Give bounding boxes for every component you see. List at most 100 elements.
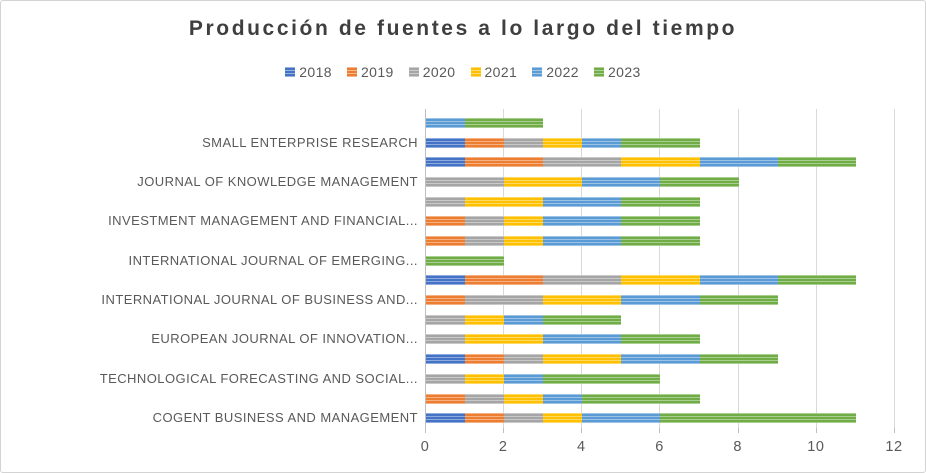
legend-swatch-icon [285,67,296,77]
bar-segment-2021 [543,295,622,306]
category-label: INTERNATIONAL JOURNAL OF BUSINESS AND... [101,292,418,308]
bar-segment-2023 [777,157,856,168]
bar-segment-2021 [543,413,583,424]
legend-label: 2021 [484,64,518,80]
category-label: INTERNATIONAL JOURNAL OF EMERGING... [128,252,418,268]
legend-swatch-icon [470,67,481,77]
bar-segment-2023 [660,413,856,424]
bar-segment-2021 [504,393,544,404]
x-axis-tick-label: 0 [420,439,430,455]
axis-tick-mark [737,428,739,433]
bar-segment-2021 [504,216,544,227]
bar-segment-2021 [465,196,544,207]
bar-segment-2020 [426,314,466,325]
bar-segment-2021 [465,373,505,384]
axis-tick-mark [581,428,583,433]
legend-item-2023: 2023 [594,64,641,80]
bar-segment-2023 [621,216,700,227]
bar-segment-2022 [699,157,778,168]
gridline [893,109,895,428]
bar-segment-2019 [465,413,505,424]
bar-segment-2022 [543,334,622,345]
bar-segment-2021 [465,314,505,325]
bar-segment-2023 [621,196,700,207]
bar-segment-2018 [426,275,466,286]
legend-label: 2020 [422,64,456,80]
axis-tick-mark [893,428,895,433]
gridline [581,109,583,428]
bar-segment-2022 [699,275,778,286]
bar-segment-2020 [426,177,505,188]
x-axis-tick-label: 6 [655,439,664,455]
bar-segment-2023 [777,275,856,286]
bar-segment-2021 [543,137,583,148]
axis-tick-mark [425,428,426,433]
bar-segment-2023 [582,393,700,404]
legend-item-2022: 2022 [532,64,579,80]
category-label: EUROPEAN JOURNAL OF INNOVATION... [151,331,418,347]
bar-segment-2021 [504,177,583,188]
bar-segment-2019 [426,236,466,247]
y-axis-line [425,109,426,428]
legend-label: 2023 [608,64,641,80]
legend-swatch-icon [594,67,604,77]
bar-segment-2020 [504,137,544,148]
bar-segment-2022 [504,373,544,384]
bar-segment-2021 [504,236,544,247]
bar-segment-2020 [465,216,505,227]
bar-segment-2022 [543,216,622,227]
legend-label: 2019 [361,64,394,80]
legend-label: 2018 [299,64,332,80]
bar-segment-2023 [621,236,700,247]
bar-segment-2022 [426,118,466,128]
bar-segment-2019 [426,216,466,227]
bar-segment-2021 [621,157,700,168]
legend-swatch-icon [532,67,543,77]
bar-segment-2020 [543,157,622,168]
gridline [737,109,739,428]
legend-swatch-icon [408,67,419,77]
bar-segment-2022 [582,413,661,424]
bar-segment-2023 [426,255,505,266]
bar-segment-2020 [465,295,544,306]
bar-segment-2020 [426,334,466,345]
legend-item-2019: 2019 [347,64,394,80]
bar-segment-2018 [426,157,466,168]
bar-segment-2023 [543,373,661,384]
legend-swatch-icon [347,67,357,77]
bar-segment-2021 [621,275,700,286]
x-axis-tick-label: 2 [498,439,508,455]
bar-segment-2023 [621,137,700,148]
gridline [503,109,505,428]
bar-segment-2020 [504,413,544,424]
x-axis-tick-label: 10 [807,439,825,455]
bar-segment-2023 [621,334,700,345]
bar-segment-2020 [426,373,466,384]
gridline [815,109,817,428]
bar-segment-2022 [582,177,661,188]
bar-segment-2020 [426,196,466,207]
legend-item-2018: 2018 [285,64,332,80]
category-label: COGENT BUSINESS AND MANAGEMENT [152,410,418,426]
legend-item-2021: 2021 [470,64,518,80]
bar-segment-2023 [465,118,544,128]
bar-segment-2022 [582,137,622,148]
category-label: SMALL ENTERPRISE RESEARCH [202,134,418,150]
bar-segment-2019 [465,354,505,365]
bar-segment-2018 [426,354,466,365]
bar-segment-2023 [699,354,778,365]
bar-segment-2022 [543,393,583,404]
bar-segment-2020 [543,275,622,286]
bar-segment-2020 [504,354,544,365]
bar-segment-2019 [465,275,544,286]
bar-segment-2022 [504,314,544,325]
legend: 2018 2019 2020 2021 2022 2023 [1,64,925,80]
bar-segment-2019 [465,157,544,168]
bar-segment-2020 [465,236,505,247]
category-label: INVESTMENT MANAGEMENT AND FINANCIAL... [108,213,418,229]
bar-segment-2022 [621,295,700,306]
axis-tick-mark [503,428,505,433]
gridline [659,109,661,428]
bar-segment-2023 [543,314,622,325]
